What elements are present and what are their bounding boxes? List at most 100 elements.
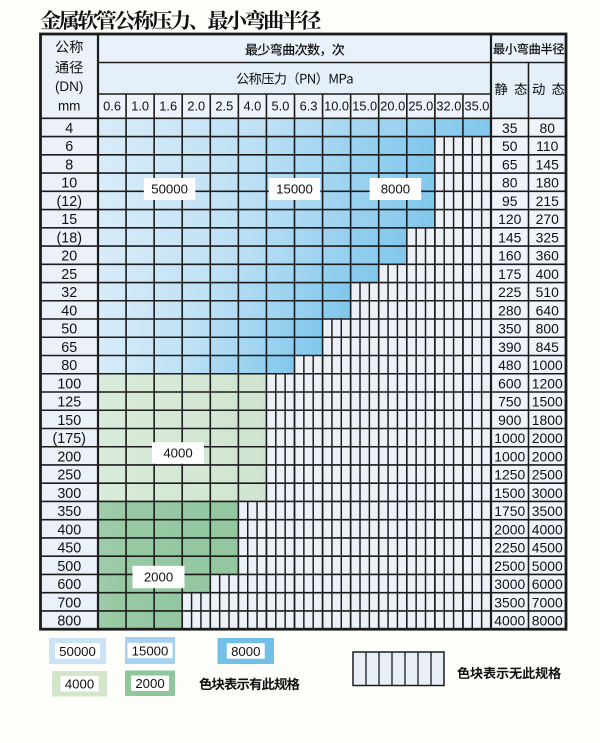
svg-text:1000: 1000 <box>494 430 525 446</box>
svg-text:2.5: 2.5 <box>215 99 233 114</box>
svg-text:350: 350 <box>57 504 81 520</box>
svg-text:6000: 6000 <box>532 576 563 592</box>
svg-text:(12): (12) <box>57 194 82 210</box>
svg-text:8: 8 <box>65 157 73 173</box>
svg-text:1250: 1250 <box>494 467 525 483</box>
svg-text:2.0: 2.0 <box>187 99 205 114</box>
svg-text:15000: 15000 <box>276 182 313 197</box>
svg-text:50: 50 <box>502 138 518 154</box>
svg-text:1000: 1000 <box>532 357 563 373</box>
svg-text:0.6: 0.6 <box>103 99 121 114</box>
svg-text:250: 250 <box>57 468 81 484</box>
svg-text:125: 125 <box>57 395 81 411</box>
svg-text:750: 750 <box>498 394 521 410</box>
svg-text:1800: 1800 <box>532 412 563 428</box>
svg-text:390: 390 <box>498 339 521 355</box>
svg-text:35.0: 35.0 <box>464 99 489 114</box>
svg-text:3500: 3500 <box>494 594 525 610</box>
svg-text:1750: 1750 <box>494 503 525 519</box>
svg-text:65: 65 <box>61 340 77 356</box>
svg-text:15.0: 15.0 <box>352 99 377 114</box>
svg-text:6.3: 6.3 <box>300 99 318 114</box>
svg-text:3000: 3000 <box>532 485 563 501</box>
svg-text:65: 65 <box>502 156 518 172</box>
svg-text:50000: 50000 <box>59 644 96 659</box>
svg-text:145: 145 <box>498 229 521 245</box>
svg-text:80: 80 <box>540 120 556 136</box>
svg-text:510: 510 <box>536 284 559 300</box>
svg-text:270: 270 <box>536 211 559 227</box>
svg-text:2500: 2500 <box>494 558 525 574</box>
svg-text:95: 95 <box>502 193 518 209</box>
svg-text:8000: 8000 <box>231 644 260 659</box>
svg-text:1000: 1000 <box>494 448 525 464</box>
svg-text:25: 25 <box>61 267 77 283</box>
svg-text:900: 900 <box>498 412 521 428</box>
svg-text:2000: 2000 <box>532 430 563 446</box>
svg-text:1500: 1500 <box>532 394 563 410</box>
svg-text:mm: mm <box>58 99 81 114</box>
svg-text:80: 80 <box>502 175 518 191</box>
svg-text:200: 200 <box>57 449 81 465</box>
svg-text:2000: 2000 <box>494 521 525 537</box>
svg-text:160: 160 <box>498 248 521 264</box>
svg-text:800: 800 <box>536 321 559 337</box>
svg-text:100: 100 <box>57 376 81 392</box>
svg-text:280: 280 <box>498 302 521 318</box>
svg-text:120: 120 <box>498 211 521 227</box>
svg-text:1500: 1500 <box>494 485 525 501</box>
svg-text:4: 4 <box>65 121 73 137</box>
svg-text:3000: 3000 <box>494 576 525 592</box>
svg-text:50: 50 <box>61 322 77 338</box>
svg-text:325: 325 <box>536 229 559 245</box>
svg-text:2000: 2000 <box>135 676 164 691</box>
svg-text:4000: 4000 <box>65 677 94 692</box>
svg-text:80: 80 <box>61 358 77 374</box>
svg-text:600: 600 <box>57 577 81 593</box>
svg-text:7000: 7000 <box>532 594 563 610</box>
svg-text:2500: 2500 <box>532 467 563 483</box>
svg-text:1.6: 1.6 <box>159 99 177 114</box>
svg-text:350: 350 <box>498 321 521 337</box>
svg-text:(18): (18) <box>57 230 82 246</box>
svg-text:4500: 4500 <box>532 540 563 556</box>
svg-text:215: 215 <box>536 193 559 209</box>
svg-text:150: 150 <box>57 413 81 429</box>
svg-text:700: 700 <box>57 595 81 611</box>
svg-text:6: 6 <box>65 139 73 155</box>
svg-text:20: 20 <box>61 249 77 265</box>
svg-text:15: 15 <box>61 212 77 228</box>
svg-text:35: 35 <box>502 120 518 136</box>
svg-text:500: 500 <box>57 559 81 575</box>
svg-text:3500: 3500 <box>532 503 563 519</box>
svg-text:2000: 2000 <box>532 448 563 464</box>
svg-text:25.0: 25.0 <box>408 99 433 114</box>
svg-text:1.0: 1.0 <box>131 99 149 114</box>
svg-text:50000: 50000 <box>151 182 188 197</box>
svg-text:20.0: 20.0 <box>380 99 405 114</box>
svg-text:640: 640 <box>536 302 559 318</box>
svg-text:145: 145 <box>536 156 559 172</box>
svg-text:4000: 4000 <box>163 446 192 461</box>
svg-text:2250: 2250 <box>494 540 525 556</box>
svg-text:400: 400 <box>536 266 559 282</box>
svg-text:32: 32 <box>61 285 77 301</box>
svg-text:5.0: 5.0 <box>272 99 290 114</box>
svg-text:360: 360 <box>536 248 559 264</box>
svg-text:8000: 8000 <box>532 613 563 629</box>
svg-text:1200: 1200 <box>532 375 563 391</box>
svg-text:15000: 15000 <box>132 643 169 658</box>
svg-text:400: 400 <box>57 522 81 538</box>
svg-text:4000: 4000 <box>494 613 525 629</box>
svg-text:8000: 8000 <box>381 182 410 197</box>
svg-text:300: 300 <box>57 486 81 502</box>
svg-text:2000: 2000 <box>144 570 173 585</box>
svg-text:180: 180 <box>536 175 559 191</box>
svg-text:845: 845 <box>536 339 559 355</box>
svg-text:10.0: 10.0 <box>324 99 349 114</box>
svg-text:(DN): (DN) <box>55 79 84 94</box>
svg-text:480: 480 <box>498 357 521 373</box>
svg-text:4.0: 4.0 <box>243 99 261 114</box>
svg-text:450: 450 <box>57 541 81 557</box>
svg-text:4000: 4000 <box>532 521 563 537</box>
